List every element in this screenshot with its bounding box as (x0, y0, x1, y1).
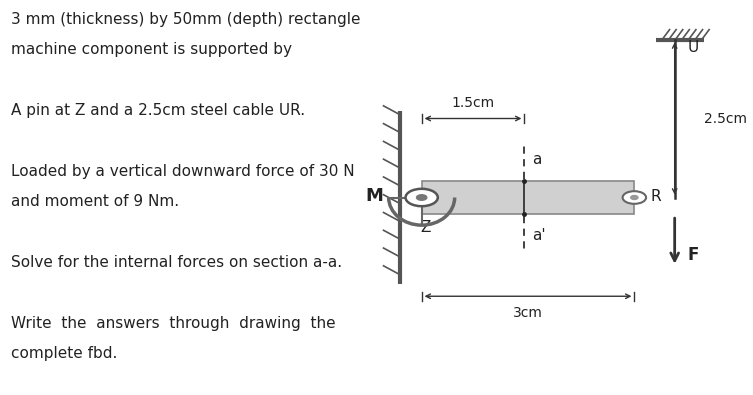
Circle shape (631, 196, 638, 199)
Text: and moment of 9 Nm.: and moment of 9 Nm. (11, 194, 179, 209)
Text: A pin at Z and a 2.5cm steel cable UR.: A pin at Z and a 2.5cm steel cable UR. (11, 103, 305, 118)
Text: F: F (688, 246, 700, 264)
Text: R: R (651, 189, 661, 204)
Text: machine component is supported by: machine component is supported by (11, 42, 292, 57)
Text: 3cm: 3cm (513, 306, 543, 320)
Text: a': a' (532, 228, 545, 243)
Circle shape (623, 191, 646, 204)
Text: Z: Z (420, 220, 431, 235)
Text: a: a (532, 152, 541, 167)
Text: Write  the  answers  through  drawing  the: Write the answers through drawing the (11, 316, 336, 331)
Text: M: M (365, 186, 383, 205)
Polygon shape (422, 181, 634, 214)
Circle shape (416, 195, 427, 200)
Text: Loaded by a vertical downward force of 30 N: Loaded by a vertical downward force of 3… (11, 164, 355, 179)
Text: complete fbd.: complete fbd. (11, 346, 117, 361)
Text: Solve for the internal forces on section a-a.: Solve for the internal forces on section… (11, 255, 342, 270)
Text: 3 mm (thickness) by 50mm (depth) rectangle: 3 mm (thickness) by 50mm (depth) rectang… (11, 12, 361, 27)
Circle shape (406, 189, 437, 206)
Text: 1.5cm: 1.5cm (452, 96, 495, 110)
Text: U: U (688, 40, 699, 55)
Text: 2.5cm: 2.5cm (704, 111, 747, 126)
